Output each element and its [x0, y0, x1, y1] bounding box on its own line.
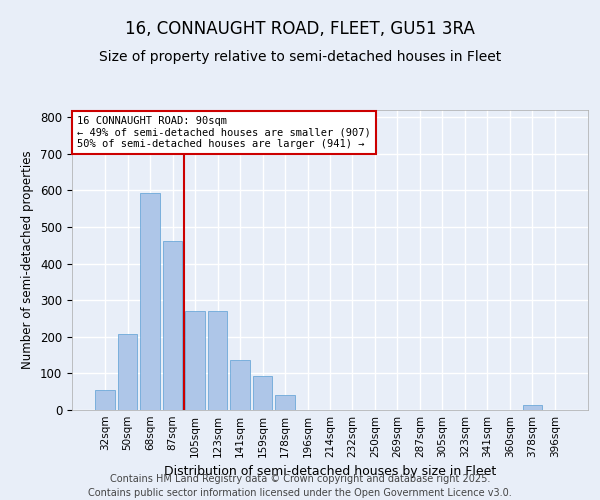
Bar: [118, 334, 137, 410]
Text: Size of property relative to semi-detached houses in Fleet: Size of property relative to semi-detach…: [99, 50, 501, 64]
Text: 16, CONNAUGHT ROAD, FLEET, GU51 3RA: 16, CONNAUGHT ROAD, FLEET, GU51 3RA: [125, 20, 475, 38]
Bar: [523, 404, 542, 410]
Bar: [230, 360, 250, 410]
Bar: [253, 376, 272, 410]
Bar: [275, 394, 295, 410]
X-axis label: Distribution of semi-detached houses by size in Fleet: Distribution of semi-detached houses by …: [164, 466, 496, 478]
Text: Contains HM Land Registry data © Crown copyright and database right 2025.
Contai: Contains HM Land Registry data © Crown c…: [88, 474, 512, 498]
Bar: [208, 311, 227, 410]
Bar: [140, 194, 160, 410]
Bar: [185, 311, 205, 410]
Bar: [95, 390, 115, 410]
Text: 16 CONNAUGHT ROAD: 90sqm
← 49% of semi-detached houses are smaller (907)
50% of : 16 CONNAUGHT ROAD: 90sqm ← 49% of semi-d…: [77, 116, 371, 149]
Y-axis label: Number of semi-detached properties: Number of semi-detached properties: [22, 150, 34, 370]
Bar: [163, 241, 182, 410]
